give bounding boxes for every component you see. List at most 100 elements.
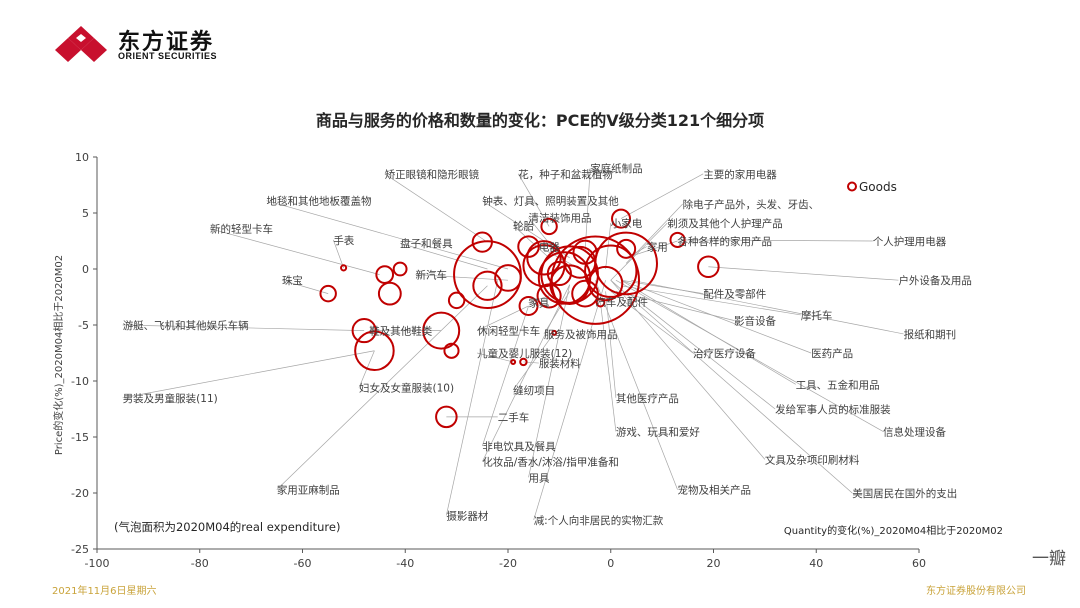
annotation-label: 个人护理用电器 [873,235,947,248]
annotation-leader-line [620,279,812,354]
annotation-leader-line [610,279,766,460]
annotation-label: 治疗医疗设备 [693,347,756,360]
bubble-series [319,208,720,429]
annotation-label: 家用亚麻制品 [277,484,340,497]
bubble-point [616,238,637,259]
y-tick-label: 0 [82,263,89,276]
chart-title: 商品与服务的价格和数量的变化：PCE的V级分类121个细分项 [316,111,764,130]
annotation-leader-line [517,173,550,227]
x-tick-label: -80 [191,557,209,570]
annotation-label: 用具 [529,472,550,484]
annotation-label: 轮胎 [513,219,534,232]
bubble-point [422,311,461,350]
annotation-label: 矫正眼镜和隐形眼镜 [385,168,480,181]
annotation-leader-line [384,173,488,243]
annotation-label: 配件及零部件 [703,288,766,301]
annotation-leader-line [625,203,683,264]
annotation-leader-line [605,291,617,398]
annotation-label: 工具、五金和用品 [796,378,880,391]
x-tick-label: -40 [396,557,414,570]
annotation-label: 摩托车 [801,309,833,322]
bubble-point [319,284,337,303]
legend-marker [847,181,857,192]
annotation-leader-line [400,242,488,270]
annotation-leader-line [626,240,678,259]
y-tick-label: 10 [75,151,89,164]
y-tick-label: -20 [71,487,89,500]
annotation-leader-line [528,284,570,478]
annotation-leader-line [276,285,488,490]
x-tick-label: 40 [809,557,823,570]
bubble-point [471,231,493,253]
annotation-label: 报纸和期刊 [904,328,957,341]
annotation-label: 其他医疗产品 [616,392,679,405]
annotation-label: 服务及被饰用品 [544,328,618,341]
bubble-point [540,217,558,236]
bubble-point [697,255,720,279]
x-tick-label: 60 [912,557,926,570]
annotation-label: 游戏、玩具和爱好 [616,425,700,438]
bubble-point [494,264,522,292]
bubble-chart: 商品与服务的价格和数量的变化：PCE的V级分类121个细分项 -100 -80 -6… [52,111,1003,570]
annotation-leader-line [332,239,344,269]
annotation-label: 非电饮具及餐具 [482,440,556,453]
annotation-label: 文具及杂项印刷材料 [765,453,860,466]
annotation-leader-line [122,350,375,399]
annotation-label: 电器 [539,241,560,254]
y-tick-label: -5 [78,319,89,332]
annotation-label: 盘子和餐具 [400,237,453,250]
y-tick-label: -15 [71,431,89,444]
bubble-size-note: (气泡面积为2020M04的real expenditure) [114,520,340,534]
bubble-point [392,261,408,277]
annotation-leader-lines [122,168,904,520]
y-tick-label: -10 [71,375,89,388]
x-tick-label: -20 [499,557,517,570]
annotation-label: 主要的家用电器 [703,168,777,181]
annotation-label: 新的轻型卡车 [210,223,273,236]
bubble-point [447,291,466,310]
annotation-leader-line [620,285,801,316]
annotation-leader-line [533,280,606,520]
x-axis-label: Quantity的变化(%)_2020M04相比于2020M02 [784,524,1003,537]
bubble-point [563,245,597,279]
annotation-label: 休闲轻型卡车 [477,325,540,338]
annotation-leader-line [610,279,853,494]
bubble-point [519,357,528,367]
bubble-point [537,251,592,305]
annotation-label: 汽车及配件 [595,295,648,308]
annotation-leader-line [477,352,514,363]
bubble-point [510,358,517,365]
footer-company: 东方证券股份有限公司 [926,586,1026,597]
bubble-point [435,405,458,429]
annotation-label: 游艇、飞机和其他娱乐车辆 [123,319,249,332]
annotation-label: 男装及男童服装(11) [123,392,218,405]
annotation-leader-line [625,246,647,259]
annotation-leader-line [266,200,509,270]
annotation-leader-line [415,274,509,281]
annotation-label: 手表 [333,234,354,247]
bubble-point [340,264,348,272]
annotation-label: 发给军事人员的标准服装 [775,403,891,416]
annotation-label: 医药产品 [811,347,853,360]
x-tick-label: -100 [85,557,110,570]
x-tick-label: 0 [607,557,614,570]
annotation-label: 钟表、灯具、照明装置及其他 [482,195,619,208]
annotation-leader-line [481,305,529,447]
annotation-label: 家庭纸制品 [590,162,643,175]
annotation-leader-line [610,291,694,354]
annotation-label: 剃须及其他个人护理产品 [667,217,783,230]
annotation-leader-line [528,217,570,270]
annotation-label: 宠物及相关产品 [678,484,752,497]
annotation-label: 家用 [647,241,668,254]
company-logo-icon [54,24,108,68]
annotation-label: 珠宝 [282,274,303,287]
annotation-label: 小家电 [611,217,643,230]
annotation-leader-line [209,228,380,275]
annotation-leader-line [595,280,678,490]
annotation-label: 新汽车 [416,269,448,282]
x-tick-label: -60 [294,557,312,570]
annotation-leader-line [625,291,776,410]
annotation-leader-line [610,222,668,281]
annotation-label: 化妆品/香水/沐浴/指甲准备和 [482,456,619,469]
